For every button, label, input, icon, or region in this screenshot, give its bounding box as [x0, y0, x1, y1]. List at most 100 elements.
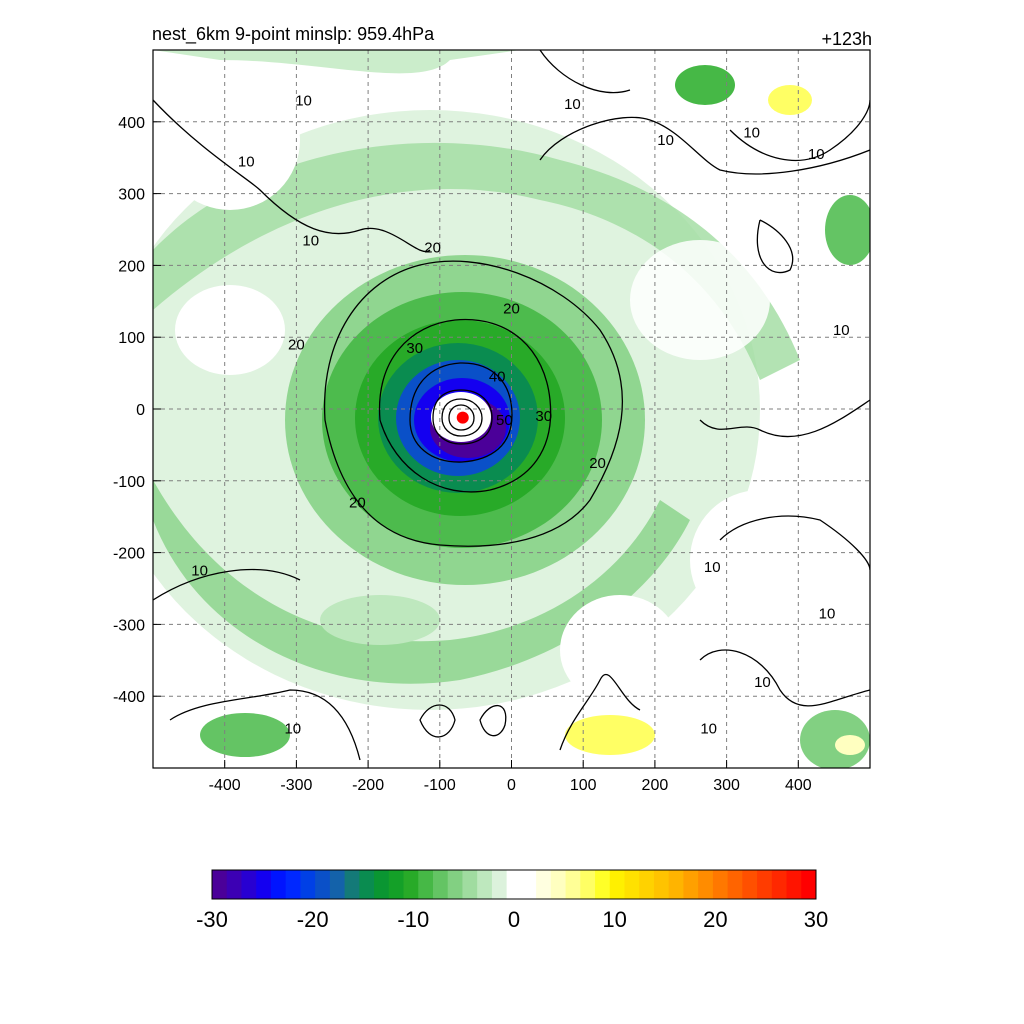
colorbar-swatch [609, 870, 625, 899]
colorbar-swatch [786, 870, 802, 899]
colorbar-frame [211, 869, 817, 900]
colorbar-swatch [212, 870, 228, 899]
x-tick-label: -400 [209, 777, 241, 794]
contour-label: 10 [743, 125, 760, 142]
colorbar-swatch [344, 870, 360, 899]
colorbar-tick-label: -30 [196, 907, 228, 932]
colorbar-tick-label: -10 [397, 907, 429, 932]
x-tick-label: 100 [570, 777, 597, 794]
x-tick-label: 200 [642, 777, 669, 794]
contour-label: 20 [424, 239, 441, 256]
colorbar-swatch [256, 870, 272, 899]
y-tick-label: 300 [118, 187, 145, 204]
colorbar-swatch [477, 870, 493, 899]
shaded-field [153, 50, 870, 768]
colorbar-tick-labels: -30 -20 -10 0 10 20 30 [196, 907, 828, 932]
contour-label: 10 [819, 606, 836, 623]
x-tick-label: 400 [785, 777, 812, 794]
x-tick-label: -200 [352, 777, 384, 794]
y-tick-label: -400 [113, 689, 145, 706]
contour-label: 10 [700, 721, 717, 738]
colorbar-swatch [536, 870, 552, 899]
colorbar-swatch [270, 870, 287, 899]
y-tick-label: 200 [118, 258, 145, 275]
colorbar-swatch [668, 870, 684, 899]
colorbar-swatch [639, 870, 655, 899]
contour-label: 10 [284, 721, 301, 738]
colorbar-swatch [462, 870, 478, 899]
contour-label: 20 [288, 336, 305, 353]
contour-label: 30 [406, 340, 423, 357]
contour-label: 10 [191, 563, 208, 580]
colorbar-swatch [329, 870, 346, 899]
colorbar-swatch [374, 870, 390, 899]
y-tick-label: -200 [113, 546, 145, 563]
y-tick-label: 0 [136, 402, 145, 419]
contour-label: 10 [833, 322, 850, 339]
colorbar-swatch [683, 870, 699, 899]
colorbar-tick-label: -20 [297, 907, 329, 932]
contour-label: 10 [808, 146, 825, 163]
contour-label: 10 [302, 232, 319, 249]
chart-title-right: +123h [821, 29, 872, 49]
colorbar-swatch [432, 870, 449, 899]
colorbar-swatch [653, 870, 670, 899]
contour-label: 20 [589, 455, 606, 472]
colorbar [212, 870, 817, 899]
contour-label: 10 [238, 153, 255, 170]
x-tick-labels: -400 -300 -200 -100 0 100 200 300 400 [209, 777, 812, 794]
contour-label: 10 [657, 132, 674, 149]
colorbar-swatch [757, 870, 773, 899]
y-tick-labels: 400 300 200 100 0 -100 -200 -300 -400 [113, 115, 145, 706]
colorbar-swatch [727, 870, 743, 899]
colorbar-tick-label: 0 [508, 907, 520, 932]
x-tick-label: 0 [507, 777, 516, 794]
colorbar-swatch [418, 870, 434, 899]
chart-title-left: nest_6km 9-point minslp: 959.4hPa [152, 24, 435, 45]
colorbar-swatch [771, 870, 788, 899]
colorbar-tick-label: 10 [602, 907, 626, 932]
colorbar-swatch [315, 870, 331, 899]
colorbar-swatch [565, 870, 581, 899]
contour-labels: 10 10 10 10 10 10 10 10 10 10 10 10 10 10 20 20 20 20 20 30… [191, 92, 849, 737]
colorbar-swatch [447, 870, 463, 899]
colorbar-swatch [388, 870, 405, 899]
y-tick-label: 100 [118, 330, 145, 347]
y-tick-label: -300 [113, 617, 145, 634]
storm-center-marker [456, 411, 469, 424]
colorbar-swatch [300, 870, 316, 899]
colorbar-swatch [595, 870, 611, 899]
colorbar-swatch [359, 870, 375, 899]
contour-label: 30 [535, 408, 552, 425]
colorbar-swatch [521, 870, 537, 899]
colorbar-swatch [491, 870, 508, 899]
axis-ticks [153, 121, 799, 768]
colorbar-swatch [226, 870, 242, 899]
y-tick-label: -100 [113, 474, 145, 491]
colorbar-swatch [742, 870, 758, 899]
colorbar-swatch [403, 870, 419, 899]
contour-label: 50 [496, 412, 513, 429]
contour-label: 10 [754, 674, 771, 691]
contour-label: 10 [295, 92, 312, 109]
colorbar-swatch [506, 870, 522, 899]
colorbar-swatch [624, 870, 640, 899]
colorbar-tick-label: 20 [703, 907, 727, 932]
colorbar-swatch [698, 870, 714, 899]
colorbar-swatch [801, 870, 817, 899]
contour-label: 40 [489, 369, 506, 386]
contour-label: 20 [503, 300, 520, 317]
contour-label: 20 [349, 494, 366, 511]
contour-label: 10 [564, 96, 581, 113]
colorbar-swatch [550, 870, 567, 899]
contour-label: 10 [704, 559, 721, 576]
contour-lines [153, 50, 870, 761]
colorbar-swatch [712, 870, 729, 899]
colorbar-swatch [241, 870, 257, 899]
y-tick-label: 400 [118, 115, 145, 132]
colorbar-swatch [285, 870, 301, 899]
x-tick-label: -300 [280, 777, 312, 794]
x-tick-label: 300 [713, 777, 740, 794]
colorbar-tick-label: 30 [804, 907, 828, 932]
